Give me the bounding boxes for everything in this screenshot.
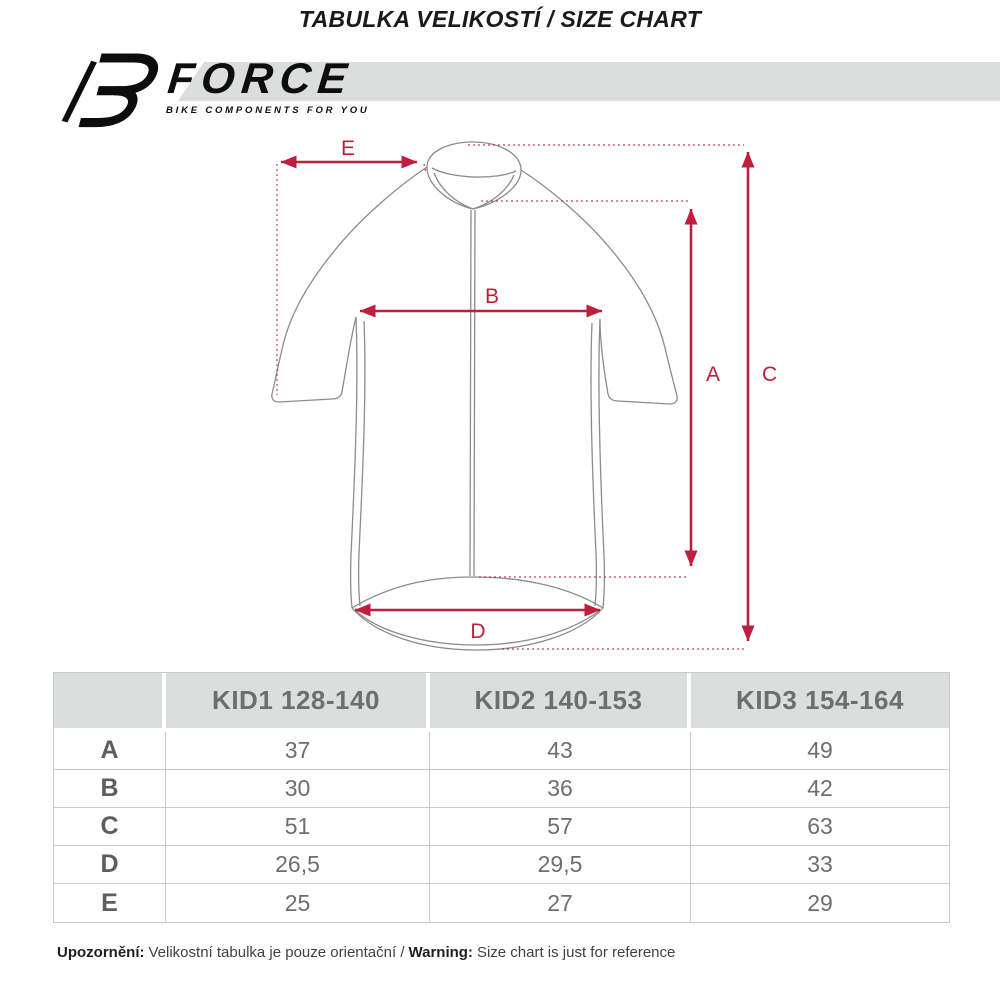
table-cell: 49 — [691, 732, 949, 770]
page-title: TABULKA VELIKOSTÍ / SIZE CHART — [298, 6, 702, 32]
table-cell: 51 — [166, 808, 430, 846]
table-cell: 30 — [166, 770, 430, 808]
table-cell: 37 — [166, 732, 430, 770]
table-cell: 36 — [430, 770, 691, 808]
measure-label-b: B — [485, 285, 499, 308]
footer-note-en-label: Warning: — [408, 944, 473, 961]
column-header-kid3: KID3 154-164 — [691, 673, 949, 732]
table-cell: 63 — [691, 808, 949, 846]
table-cell: 29,5 — [430, 846, 691, 884]
reference-dotted-lines — [276, 144, 745, 650]
measure-label-d: D — [470, 620, 485, 643]
row-label-b: B — [54, 770, 166, 808]
row-label-a: A — [54, 732, 166, 770]
size-table: KID1 128-140 KID2 140-153 KID3 154-164 A… — [53, 672, 950, 923]
footer-note-cs: Velikostní tabulka je pouze orientační / — [148, 944, 405, 961]
footer-note-en: Size chart is just for reference — [476, 944, 676, 961]
footer-note: Upozornění: Velikostní tabulka je pouze o… — [57, 944, 679, 961]
table-cell: 26,5 — [166, 846, 430, 884]
header-band — [178, 62, 1000, 101]
table-cell: 42 — [691, 770, 949, 808]
table-cell: 27 — [430, 884, 691, 922]
table-cell: 29 — [691, 884, 949, 922]
column-header-kid2: KID2 140-153 — [430, 673, 691, 732]
force-emblem-icon — [61, 53, 159, 128]
footer-note-cs-label: Upozornění: — [57, 944, 145, 961]
table-corner-cell — [54, 673, 166, 732]
force-logo: FORCE BIKE COMPONENTS FOR YOU — [52, 44, 382, 128]
row-label-e: E — [54, 884, 166, 922]
table-cell: 57 — [430, 808, 691, 846]
measure-label-c: C — [762, 363, 777, 386]
table-cell: 25 — [166, 884, 430, 922]
measure-label-a: A — [706, 363, 720, 386]
column-header-kid1: KID1 128-140 — [166, 673, 430, 732]
jersey-outline — [271, 141, 678, 651]
force-tagline: BIKE COMPONENTS FOR YOU — [166, 105, 370, 116]
table-cell: 43 — [430, 732, 691, 770]
measure-label-e: E — [341, 137, 355, 160]
row-label-d: D — [54, 846, 166, 884]
row-label-c: C — [54, 808, 166, 846]
table-cell: 33 — [691, 846, 949, 884]
